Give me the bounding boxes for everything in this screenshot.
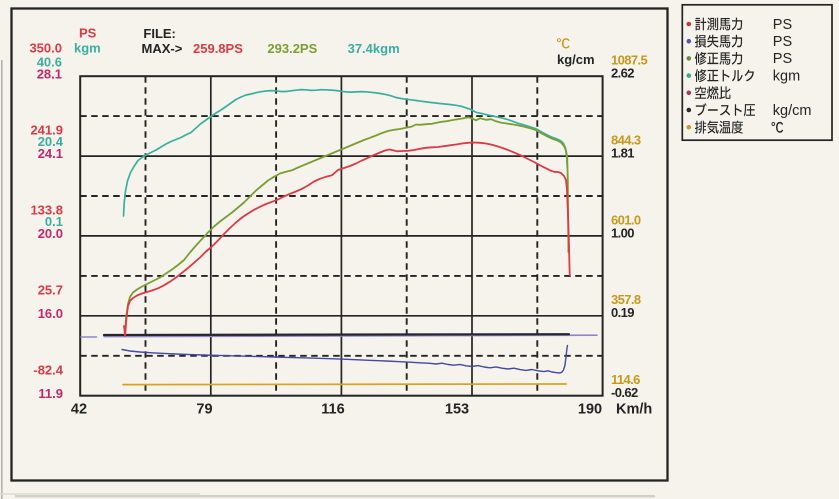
svg-text:133.8: 133.8 bbox=[30, 203, 63, 218]
svg-text:2.62: 2.62 bbox=[611, 66, 634, 81]
svg-text:1087.5: 1087.5 bbox=[611, 53, 648, 68]
svg-text:PS: PS bbox=[773, 51, 792, 67]
svg-text:11.9: 11.9 bbox=[38, 386, 63, 401]
svg-text:20.4: 20.4 bbox=[38, 134, 64, 149]
svg-text:16.0: 16.0 bbox=[38, 306, 63, 321]
svg-text:1.81: 1.81 bbox=[611, 145, 634, 160]
svg-text:259.8PS: 259.8PS bbox=[193, 41, 243, 56]
svg-text:190: 190 bbox=[578, 402, 602, 418]
svg-text:350.0: 350.0 bbox=[29, 40, 62, 55]
svg-text:79: 79 bbox=[196, 402, 212, 418]
svg-text:114.6: 114.6 bbox=[611, 372, 640, 387]
svg-text:42: 42 bbox=[71, 402, 87, 418]
svg-text:-82.4: -82.4 bbox=[33, 362, 63, 377]
svg-text:MAX->: MAX-> bbox=[142, 41, 183, 56]
svg-text:kgm: kgm bbox=[74, 40, 101, 55]
svg-text:37.4kgm: 37.4kgm bbox=[348, 41, 400, 56]
svg-text:kgm: kgm bbox=[773, 68, 800, 84]
svg-text:-0.62: -0.62 bbox=[611, 385, 638, 400]
svg-text:601.0: 601.0 bbox=[611, 212, 641, 227]
svg-text:153: 153 bbox=[445, 402, 469, 418]
svg-text:1.00: 1.00 bbox=[611, 225, 634, 240]
svg-text:0.1: 0.1 bbox=[45, 214, 63, 229]
svg-text:0.19: 0.19 bbox=[611, 305, 634, 320]
svg-text:844.3: 844.3 bbox=[611, 132, 641, 147]
svg-text:28.1: 28.1 bbox=[37, 66, 62, 81]
svg-text:116: 116 bbox=[321, 402, 344, 418]
svg-text:FILE:: FILE: bbox=[143, 26, 176, 41]
svg-text:24.1: 24.1 bbox=[38, 146, 63, 161]
svg-text:kg/cm: kg/cm bbox=[557, 52, 595, 67]
svg-text:241.9: 241.9 bbox=[30, 123, 63, 138]
svg-text:PS: PS bbox=[79, 25, 97, 40]
svg-text:40.6: 40.6 bbox=[37, 54, 62, 69]
svg-text:Km/h: Km/h bbox=[616, 402, 652, 418]
svg-text:20.0: 20.0 bbox=[38, 226, 63, 241]
svg-text:293.2PS: 293.2PS bbox=[267, 41, 317, 56]
svg-text:PS: PS bbox=[773, 34, 792, 50]
svg-text:kg/cm: kg/cm bbox=[773, 103, 812, 119]
svg-text:PS: PS bbox=[773, 17, 792, 33]
svg-text:357.8: 357.8 bbox=[611, 292, 641, 307]
svg-text:25.7: 25.7 bbox=[38, 282, 63, 297]
